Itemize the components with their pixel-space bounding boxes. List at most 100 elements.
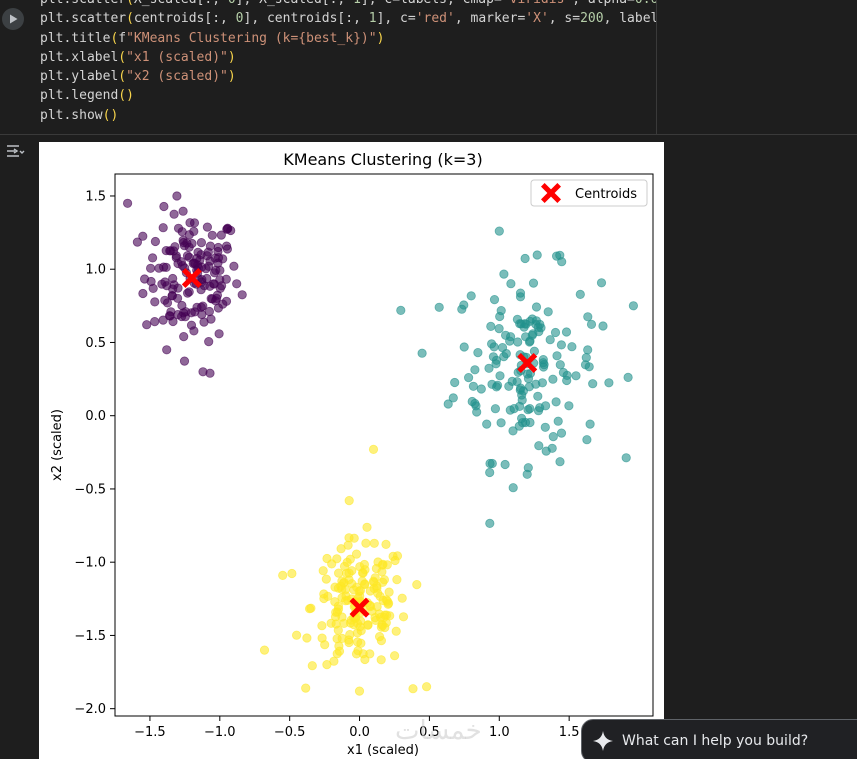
cluster-1-point (515, 292, 526, 302)
y-axis-label: x2 (scaled) (50, 409, 65, 481)
cluster-2-point (292, 630, 302, 640)
cluster-1-point (507, 376, 517, 386)
cluster-2-point (336, 544, 346, 554)
cluster-1-point (540, 401, 551, 411)
cluster-1-point (505, 405, 515, 415)
cluster-0-point (199, 317, 209, 327)
cluster-1-point (476, 384, 486, 394)
cluster-1-point (621, 453, 631, 463)
cluster-1-point (396, 305, 406, 315)
cluster-1-point (525, 336, 535, 346)
centroid-marker (517, 352, 538, 373)
cluster-2-point (351, 549, 362, 559)
cluster-1-point (583, 345, 593, 355)
centroid-layer (181, 268, 538, 618)
cluster-0-point (190, 307, 200, 317)
x-tick-label: 1.0 (489, 725, 510, 740)
code-line: plt.xlabel("x1 (scaled)") (40, 49, 236, 65)
cluster-1-point (586, 319, 597, 329)
cluster-0-point (173, 258, 183, 269)
cluster-2-point (321, 574, 331, 584)
cluster-0-point (148, 253, 158, 263)
x-tick-label: −0.5 (274, 725, 306, 740)
centroid-marker (181, 268, 202, 289)
code-line: plt.scatter(centroids[:, 0], centroids[:… (40, 11, 656, 27)
x-tick-label: −1.5 (134, 725, 166, 740)
cluster-1-point (417, 348, 427, 358)
axes-frame (114, 173, 654, 717)
cluster-0-point (189, 226, 199, 237)
cluster-1-point (533, 406, 544, 416)
run-cell-button[interactable] (2, 8, 24, 30)
code-cell[interactable]: plt.scatter(X_scaled[:, 0], X_scaled[:, … (0, 0, 857, 134)
cluster-1-point (523, 405, 533, 415)
cluster-1-point (516, 413, 527, 423)
code-editor[interactable]: plt.scatter(X_scaled[:, 0], X_scaled[:, … (38, 0, 656, 134)
ai-prompt-input[interactable]: What can I help you build? (581, 719, 857, 759)
cluster-0-point (204, 337, 214, 347)
editor-divider (656, 0, 657, 134)
cluster-1-point (513, 337, 523, 347)
cluster-1-point (553, 416, 563, 426)
cluster-0-point (154, 263, 164, 273)
cluster-1-point (598, 321, 608, 331)
cluster-2-point (382, 596, 392, 606)
x-tick-label: 1.5 (559, 725, 580, 740)
cluster-1-point (623, 372, 633, 382)
cluster-2-point (332, 554, 342, 564)
cluster-1-point (508, 483, 518, 493)
cluster-1-point (492, 380, 503, 390)
cluster-0-point (193, 247, 203, 257)
cluster-2-point (368, 444, 379, 454)
cluster-1-point (482, 419, 492, 429)
cluster-1-point (499, 352, 509, 362)
cluster-1-point (541, 446, 551, 456)
cluster-0-point (123, 198, 133, 208)
legend-centroid-marker (541, 183, 561, 203)
y-tick-label: −1.0 (74, 556, 106, 571)
cluster-2-point (278, 570, 288, 580)
cluster-1-point (508, 426, 518, 436)
cluster-1-point (514, 401, 525, 411)
cluster-2-point (365, 586, 375, 596)
cluster-2-point (392, 574, 402, 585)
cluster-1-point (487, 458, 497, 469)
cluster-2-point (301, 683, 311, 693)
cluster-2-point (351, 649, 362, 659)
cluster-1-point (499, 269, 509, 279)
cluster-2-point (354, 686, 365, 696)
cluster-1-point (485, 518, 495, 528)
cluster-1-point (581, 353, 591, 363)
cluster-1-point (582, 435, 592, 445)
cluster-2-point (408, 684, 418, 694)
cluster-0-point (150, 317, 160, 327)
cluster-1-point (494, 226, 504, 236)
cluster-0-point (146, 263, 156, 273)
cluster-1-point (443, 399, 453, 409)
cluster-2-point (333, 568, 344, 578)
cluster-2-point (391, 626, 401, 636)
cluster-1-point (506, 279, 516, 289)
cluster-0-point (169, 209, 179, 219)
cluster-1-point (528, 278, 539, 288)
cluster-1-point (534, 441, 544, 451)
cluster-2-point (397, 593, 407, 603)
output-toggle-button[interactable] (4, 142, 26, 162)
cluster-1-point (550, 327, 561, 338)
cluster-1-point (535, 319, 545, 329)
output-toggle-icon (7, 145, 25, 157)
cluster-1-point (491, 359, 501, 369)
cluster-0-point (217, 281, 227, 291)
cluster-0-point (205, 241, 215, 251)
cluster-2-point (339, 561, 350, 571)
cluster-2-point (362, 522, 372, 532)
cluster-0-point (181, 307, 191, 317)
cluster-2-point (329, 656, 339, 666)
watermark: خمسات (395, 716, 482, 746)
cluster-1-point (472, 407, 482, 417)
cluster-2-point (357, 568, 368, 578)
legend-centroid-x (541, 183, 561, 203)
cluster-2-point (376, 655, 386, 665)
cluster-1-point (561, 327, 572, 337)
